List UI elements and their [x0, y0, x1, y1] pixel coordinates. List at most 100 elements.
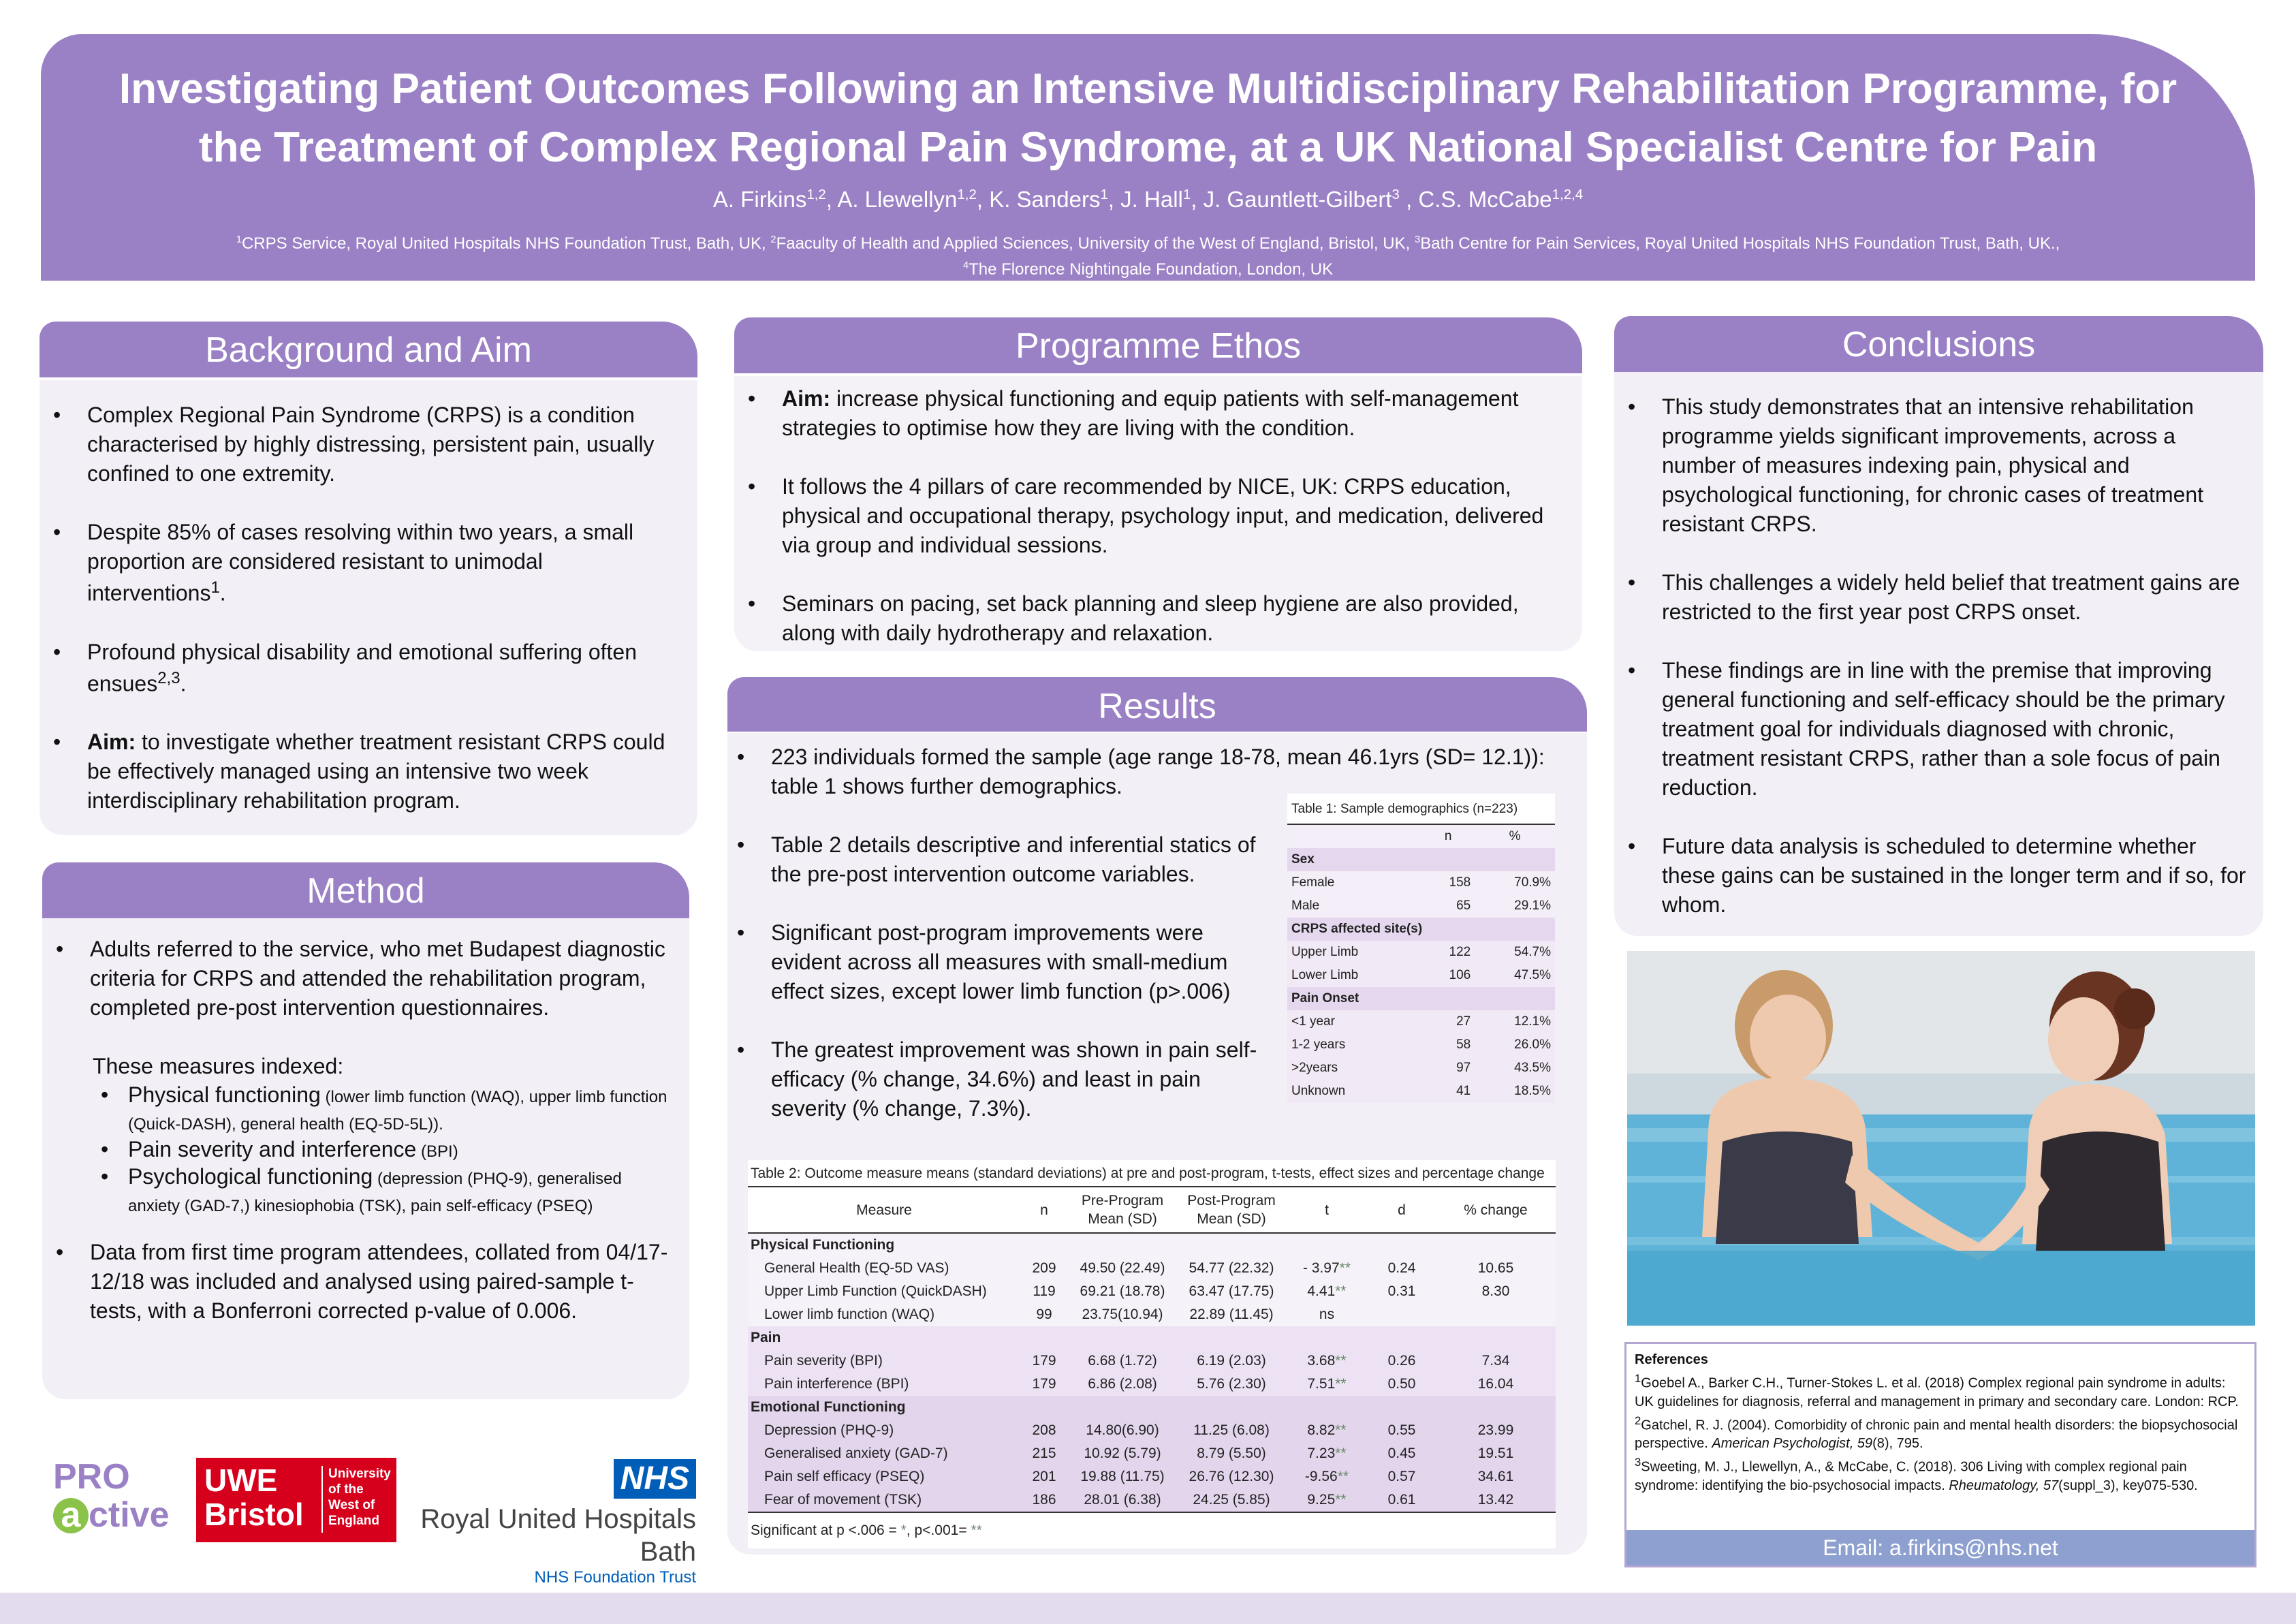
reference-item: 2Gatchel, R. J. (2004). Comorbidity of c… — [1635, 1414, 2238, 1452]
col-pct: % — [1509, 829, 1521, 843]
conclusion-bullet: Future data analysis is scheduled to det… — [1614, 832, 2252, 920]
affiliations: 1CRPS Service, Royal United Hospitals NH… — [41, 229, 2255, 281]
table-row: Pain interference (BPI) 179 6.86 (2.08) 5.7… — [748, 1373, 1556, 1396]
table-row: Unknown 41 18.5% — [1287, 1080, 1555, 1103]
background-bullet: Complex Regional Pain Syndrome (CRPS) is… — [40, 401, 684, 488]
proactive-pro: PRO — [53, 1457, 130, 1497]
results-heading: Results — [727, 677, 1587, 732]
references-box: References 1Goebel A., Barker C.H., Turn… — [1624, 1342, 2256, 1567]
poster-header: Investigating Patient Outcomes Following… — [41, 34, 2255, 281]
ethos-bullet: Seminars on pacing, set back planning an… — [734, 589, 1555, 648]
bottom-band — [0, 1593, 2296, 1624]
conclusions-heading: Conclusions — [1614, 316, 2263, 372]
method-body: Adults referred to the service, who met … — [42, 918, 689, 1399]
bristol-text: Bristol — [204, 1497, 304, 1532]
affiliation: 2Faaculty of Health and Applied Sciences… — [770, 234, 1415, 253]
results-body: 223 individuals formed the sample (age r… — [727, 733, 1587, 1555]
affiliation: 4The Florence Nightingale Foundation, Lo… — [962, 260, 1334, 279]
col-header: Measure — [748, 1187, 1020, 1234]
proactive-active: a ctive — [53, 1496, 189, 1534]
ethos-bullet: It follows the 4 pillars of care recomme… — [734, 472, 1555, 560]
conclusion-bullet: This study demonstrates that an intensiv… — [1614, 392, 2252, 539]
results-bullet: Table 2 details descriptive and inferent… — [723, 830, 1261, 889]
conclusions-body: This study demonstrates that an intensiv… — [1614, 372, 2263, 936]
table-row: Fear of movement (TSK) 186 28.01 (6.38) 24.… — [748, 1488, 1556, 1512]
col-header: Post-Program Mean (SD) — [1177, 1187, 1286, 1234]
nhs-logo: NHS — [613, 1459, 696, 1499]
conclusion-bullet: This challenges a widely held belief tha… — [1614, 568, 2252, 627]
author-list: A. Firkins1,2, A. Llewellyn1,2, K. Sande… — [712, 187, 1584, 212]
col-header: d — [1368, 1187, 1436, 1234]
conclusions-panel: Conclusions This study demonstrates that… — [1614, 316, 2263, 936]
table-row: Male 65 29.1% — [1287, 894, 1555, 918]
results-bullet: Significant post-program improvements we… — [723, 918, 1261, 1006]
measures-label: These measures indexed: — [93, 1054, 344, 1078]
table-row: Lower Limb 106 47.5% — [1287, 964, 1555, 987]
author: J. Gauntlett-Gilbert3 — [1203, 187, 1400, 212]
col-n: n — [1444, 829, 1452, 843]
reference-item: 1Goebel A., Barker C.H., Turner-Stokes L… — [1635, 1372, 2239, 1409]
table2-footnote: Significant at p <.006 = *, p<.001= ** — [748, 1512, 1556, 1548]
background-bullet: Despite 85% of cases resolving within tw… — [40, 518, 684, 608]
table-section-row: Pain Onset — [1287, 987, 1555, 1010]
table-row: General Health (EQ-5D VAS) 209 49.50 (22.4… — [748, 1257, 1556, 1280]
outcome-table: Table 2: Outcome measure means (standard… — [748, 1160, 1556, 1548]
table-section-row: Pain — [748, 1326, 1556, 1349]
table-section-row: Physical Functioning — [748, 1233, 1556, 1257]
col-header: t — [1286, 1187, 1368, 1234]
table-row: Pain self efficacy (PSEQ) 201 19.88 (11.75… — [748, 1465, 1556, 1488]
hydrotherapy-illustration — [1627, 951, 2255, 1326]
table-section-row: Sex — [1287, 848, 1555, 871]
table1-caption: Table 1: Sample demographics (n=223) — [1287, 794, 1555, 825]
ethos-body: Aim: increase physical functioning and e… — [734, 376, 1582, 651]
background-body: Complex Regional Pain Syndrome (CRPS) is… — [40, 380, 697, 835]
ethos-aim-bullet: Aim: increase physical functioning and e… — [734, 384, 1555, 443]
col-header: n — [1020, 1187, 1068, 1234]
table-row: Pain severity (BPI) 179 6.68 (1.72) 6.19 (2… — [748, 1349, 1556, 1373]
contact-email[interactable]: Email: a.firkins@nhs.net — [1626, 1530, 2254, 1565]
uwe-divider — [321, 1466, 323, 1533]
ethos-panel: Programme Ethos Aim: increase physical f… — [734, 317, 1582, 651]
results-bullet: The greatest improvement was shown in pa… — [723, 1035, 1261, 1123]
affiliation: 3Bath Centre for Pain Services, Royal Un… — [1414, 234, 2060, 253]
table-row: Lower limb function (WAQ) 99 23.75(10.94) 2… — [748, 1303, 1556, 1326]
measure-item: Pain severity and interference (BPI) — [90, 1136, 673, 1163]
measure-item: Psychological functioning (depression (P… — [90, 1163, 673, 1217]
hospital-name: Royal United Hospitals Bath — [420, 1504, 696, 1567]
col-header: Pre-Program Mean (SD) — [1068, 1187, 1177, 1234]
table-section-row: CRPS affected site(s) — [1287, 918, 1555, 941]
table-row: 1-2 years 58 26.0% — [1287, 1033, 1555, 1057]
author: A. Llewellyn1,2 — [837, 187, 977, 212]
uwe-bristol-logo: UWE Bristol University of the West of Eng… — [196, 1458, 396, 1542]
table-row: Female 158 70.9% — [1287, 871, 1555, 894]
method-heading: Method — [42, 862, 689, 918]
table-row: Generalised anxiety (GAD-7) 215 10.92 (5.7… — [748, 1442, 1556, 1465]
nhs-trust-logo: NHS Royal United Hospitals Bath NHS Foun… — [403, 1459, 696, 1587]
author: A. Firkins1,2 — [712, 187, 826, 212]
background-aim-bullet: Aim: to investigate whether treatment re… — [40, 728, 684, 815]
author: K. Sanders1 — [989, 187, 1108, 212]
uwe-text: UWE — [204, 1463, 278, 1498]
table-section-row: Emotional Functioning — [748, 1396, 1556, 1419]
proactive-logo: PRO a ctive — [53, 1457, 189, 1534]
table-row: Upper Limb Function (QuickDASH) 119 69.21 … — [748, 1280, 1556, 1303]
table-row: Depression (PHQ-9) 208 14.80(6.90) 11.25 (6… — [748, 1419, 1556, 1442]
col-header: % change — [1436, 1187, 1556, 1234]
author: J. Hall1 — [1120, 187, 1191, 212]
background-heading: Background and Aim — [40, 322, 697, 377]
background-panel: Background and Aim Complex Regional Pain… — [40, 322, 697, 835]
trust-name: NHS Foundation Trust — [534, 1568, 696, 1587]
table-row: >2years 97 43.5% — [1287, 1057, 1555, 1080]
table-header-row: Measure n Pre-Program Mean (SD) Post-Pro… — [748, 1187, 1556, 1234]
measure-item: Physical functioning (lower limb functio… — [90, 1081, 673, 1136]
table-row: Upper Limb 122 54.7% — [1287, 941, 1555, 964]
method-panel: Method Adults referred to the service, w… — [42, 862, 689, 1399]
affiliation: 1CRPS Service, Royal United Hospitals NH… — [236, 234, 771, 253]
hydrotherapy-photo — [1627, 951, 2255, 1326]
author: C.S. McCabe1,2,4 — [1418, 187, 1584, 212]
results-panel: Results 223 individuals formed the sampl… — [727, 677, 1587, 1555]
method-bullet: Data from first time program attendees, … — [42, 1238, 673, 1326]
references-heading: References — [1635, 1352, 1708, 1367]
demographics-table: Table 1: Sample demographics (n=223) n %… — [1287, 794, 1555, 1103]
method-bullet: Adults referred to the service, who met … — [42, 935, 673, 1217]
